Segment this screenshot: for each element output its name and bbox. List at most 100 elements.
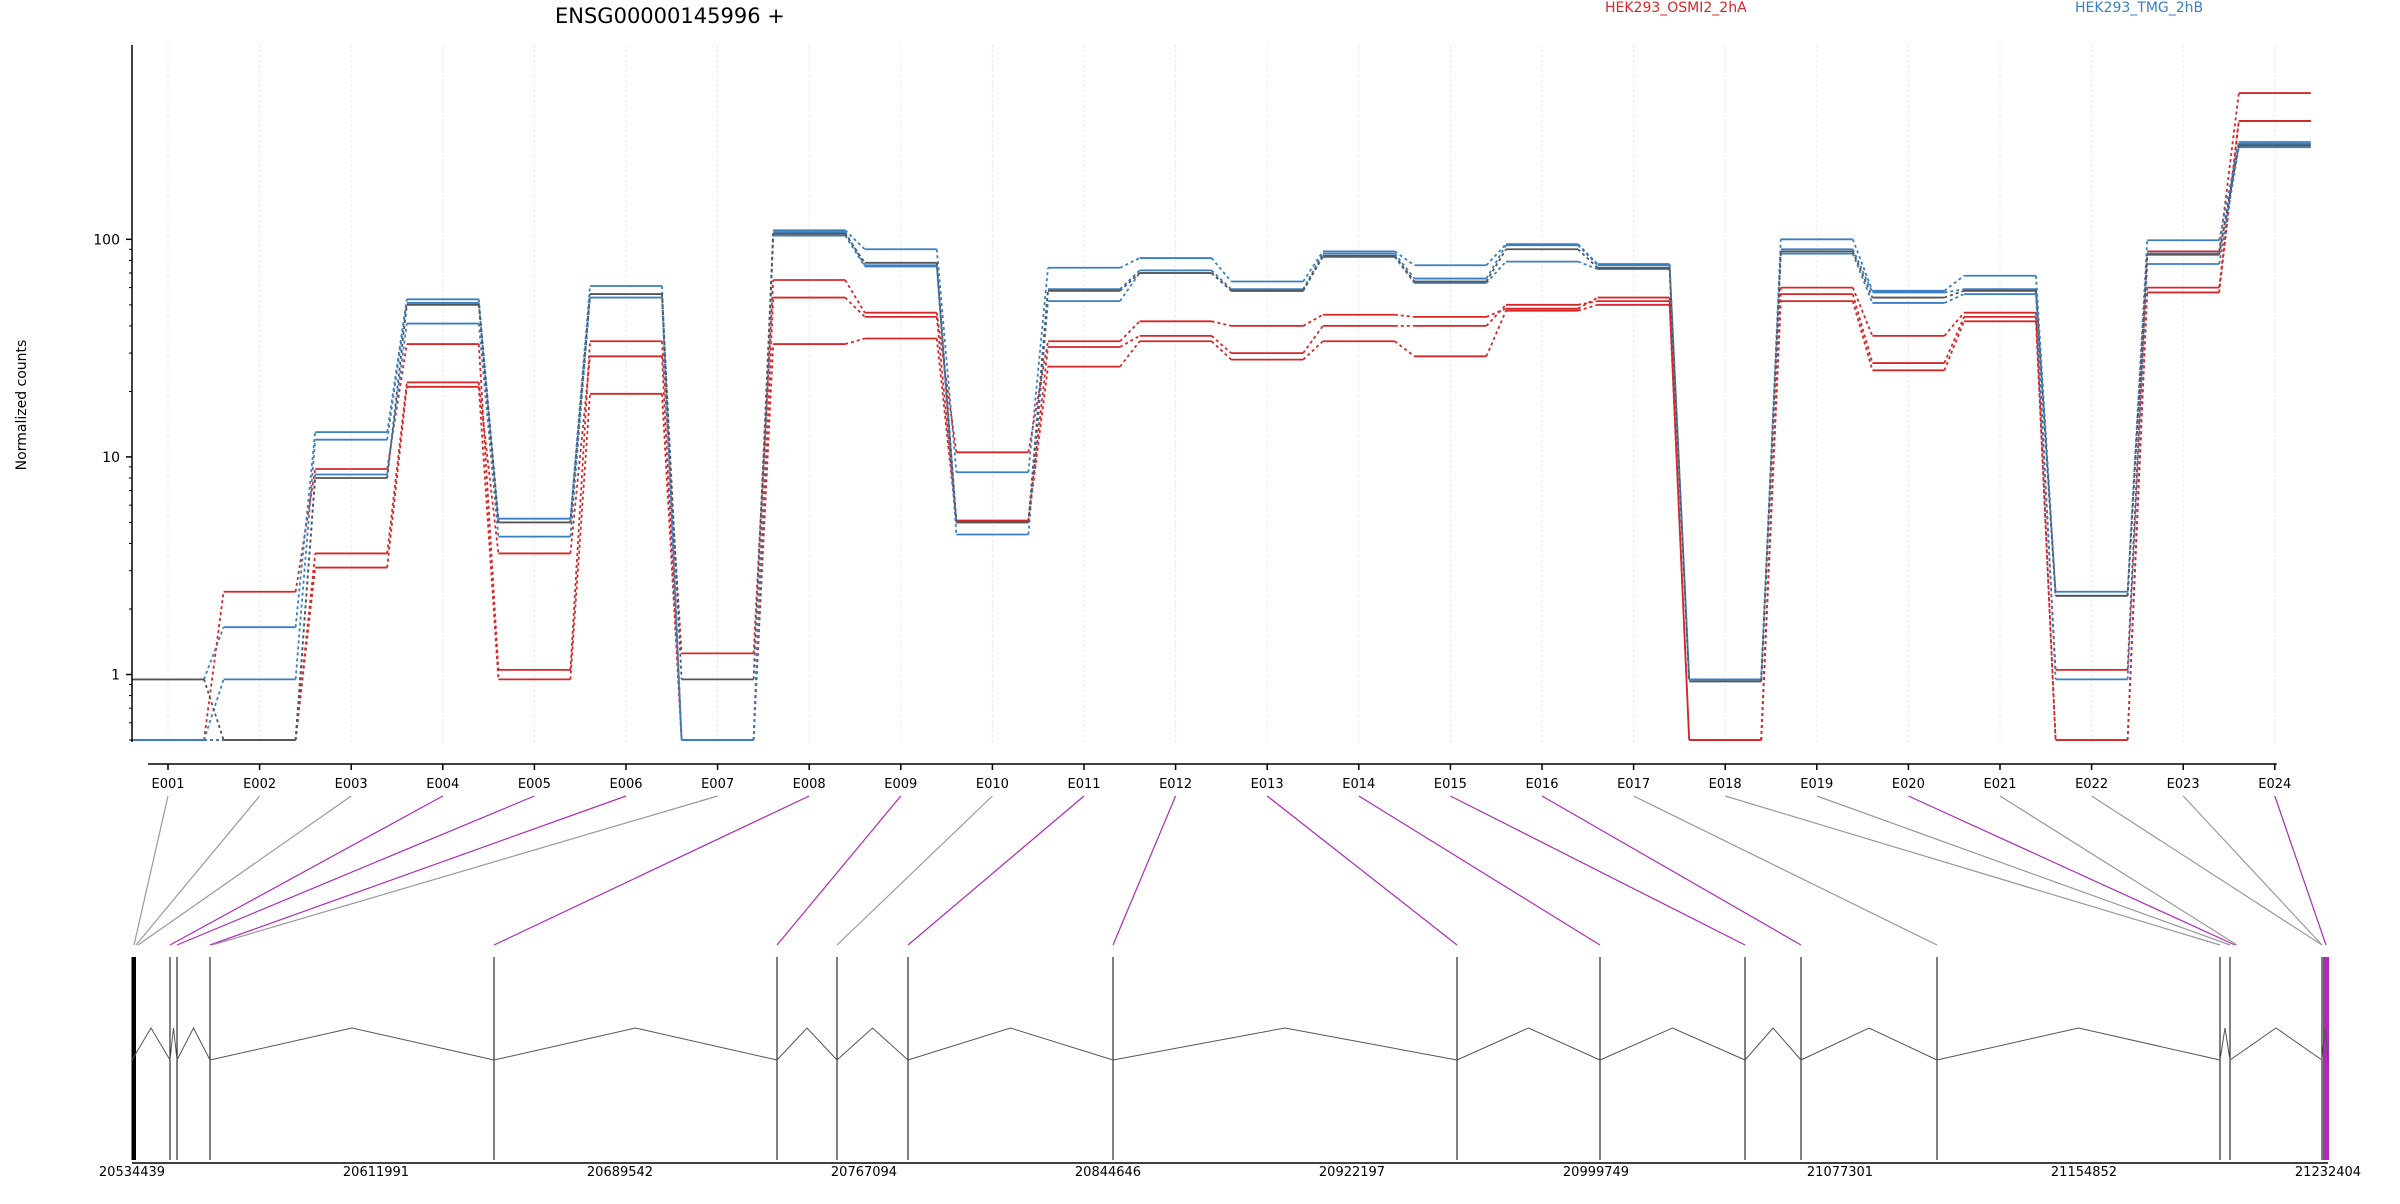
series-connector [1027, 366, 1049, 523]
coordinate-tick-label: 20767094 [831, 1165, 897, 1180]
series-connector [2218, 120, 2240, 293]
exon-link [1999, 795, 2238, 946]
series-connector [844, 229, 866, 250]
series-connector [844, 235, 866, 267]
series-connector [661, 297, 683, 741]
series-6 [132, 144, 2311, 741]
intron-line [131, 1027, 171, 1061]
intron-line [2321, 1027, 2329, 1061]
x-tick-label: E015 [1434, 777, 1467, 792]
intron-line [1456, 1027, 1601, 1061]
intron-line [776, 1027, 838, 1061]
series-connector [477, 344, 500, 670]
exon-link [1266, 795, 1458, 946]
intron-line [1112, 1027, 1458, 1061]
intron-line [209, 1027, 495, 1061]
intron-line [836, 1027, 909, 1061]
series-connector [2218, 145, 2240, 255]
x-tick-label: E009 [884, 777, 917, 792]
gene-model-track: 20534439 20611991 20689542 20767094 20844646… [99, 957, 2361, 1180]
series-connector [2035, 321, 2057, 741]
series-connector [752, 344, 775, 741]
series-connector [1485, 260, 1507, 284]
exon-link [1908, 795, 2236, 946]
x-tick-label: E022 [2075, 777, 2108, 792]
series-connector [1851, 248, 1874, 293]
series-connector [1394, 256, 1416, 284]
exon-block-first [132, 957, 136, 1160]
coordinate-tick-label: 20844646 [1075, 1165, 1141, 1180]
series-3 [132, 141, 2311, 741]
coordinate-tick-label: 20611991 [343, 1165, 409, 1180]
series-connector [2218, 147, 2240, 265]
exon-link [137, 795, 352, 946]
intron-line [1800, 1027, 1938, 1061]
x-tick-label: E005 [518, 777, 551, 792]
x-tick-label: E023 [2167, 777, 2200, 792]
series-connector [1760, 301, 1782, 741]
series-connector [294, 432, 317, 628]
series-connector [844, 296, 866, 318]
series-connector [2126, 254, 2149, 596]
series-connector [752, 233, 775, 680]
series-connector [1485, 244, 1507, 280]
series-connector [1577, 300, 1598, 306]
series-connector [1944, 288, 1965, 294]
x-tick-label: E004 [426, 777, 459, 792]
series-connector [1394, 253, 1416, 280]
series-connector [569, 341, 591, 670]
series-0 [132, 92, 2311, 741]
series-connector [386, 302, 408, 440]
x-tick-label: E018 [1709, 777, 1742, 792]
series-connector [661, 294, 683, 680]
series-connector [1851, 238, 1874, 292]
series-connector [1851, 253, 1874, 304]
y-axis-label: Normalized counts [14, 340, 30, 471]
series-connector [1394, 255, 1416, 283]
series-connector [2035, 294, 2057, 680]
series-connector [203, 591, 225, 741]
exon-link [493, 795, 810, 946]
exon-link [211, 795, 718, 946]
series-connector [844, 337, 866, 345]
series-connector [1485, 304, 1507, 327]
series-connector [203, 626, 225, 680]
series-connector [477, 304, 500, 523]
intron-line [169, 1027, 178, 1061]
exon-block-highlight [2323, 957, 2329, 1160]
series-connector [294, 477, 317, 741]
series-connector [1943, 275, 1965, 292]
series-connector [1302, 325, 1324, 354]
intron-line [1936, 1027, 2221, 1061]
x-tick-label: E016 [1525, 777, 1558, 792]
x-tick-label: E003 [335, 777, 368, 792]
series-connector [386, 323, 408, 475]
series-connector [569, 393, 591, 680]
exon-link [1816, 795, 2231, 946]
series-connector [2035, 290, 2057, 596]
series-connector [1302, 250, 1324, 282]
series-connector [1944, 293, 1965, 304]
series-connector [1394, 313, 1415, 318]
series-connector [386, 382, 408, 554]
x-tick-label: E008 [793, 777, 826, 792]
legend-entry-tmg: HEK293_TMG_2hB [2075, 0, 2203, 16]
x-tick-label: E024 [2258, 777, 2291, 792]
intron-line [2229, 1027, 2323, 1061]
x-tick-label: E006 [609, 777, 642, 792]
series-connector [1119, 272, 1141, 292]
exon-link [836, 795, 993, 946]
exon-link [2182, 795, 2323, 946]
series-connector [569, 297, 591, 537]
series-connector [2126, 292, 2149, 741]
series-connector [1210, 272, 1232, 292]
series-connector [1577, 248, 1599, 269]
y-tick-label: 10 [102, 450, 120, 466]
exon-link [1541, 795, 1802, 946]
coordinate-tick-label: 20999749 [1563, 1165, 1629, 1180]
legend-entry-osmi2: HEK293_OSMI2_2hA [1605, 0, 1747, 16]
exon-link [209, 795, 627, 946]
exon-link [1112, 795, 1177, 946]
series-connector [2126, 253, 2149, 596]
